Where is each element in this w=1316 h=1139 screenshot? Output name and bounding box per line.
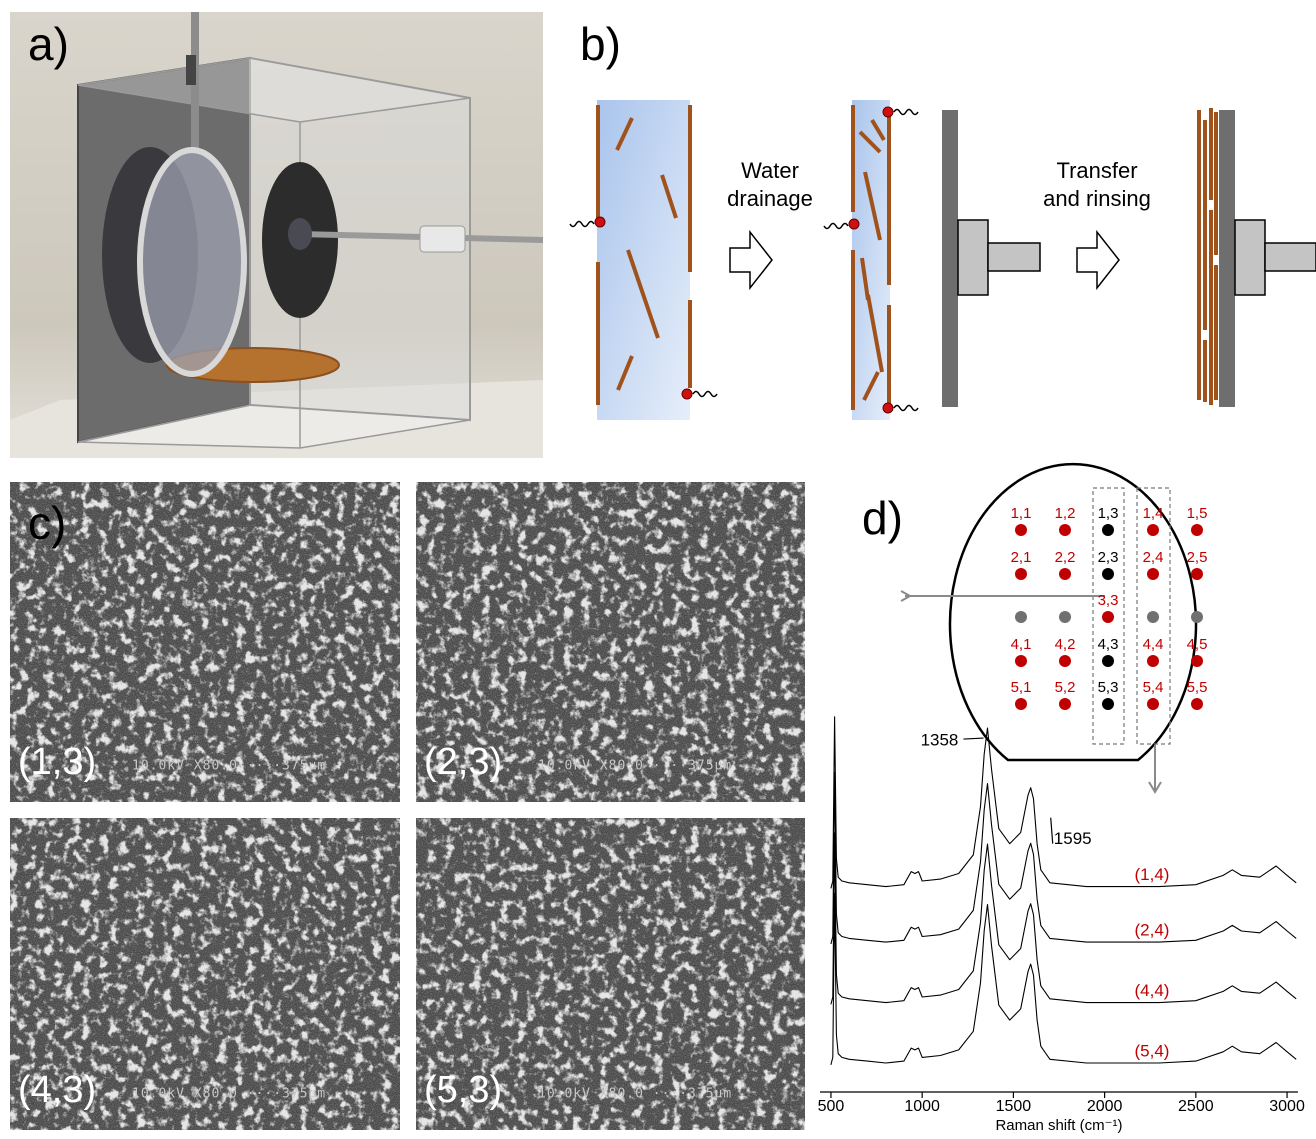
peak-annotation: 1595 [1054, 829, 1092, 848]
sem-image: (4,3) 10.0kV X80.0 ····375μm [10, 818, 400, 1130]
annotation-leader [1051, 818, 1053, 844]
point-label: 5,1 [1011, 679, 1032, 696]
measurement-point [1102, 698, 1114, 710]
point-label: 2,5 [1187, 549, 1208, 566]
measurement-point [1191, 655, 1203, 667]
page: { "panel_labels": ["a)", "b)", "c)", "d)… [0, 0, 1316, 1139]
point-label: 4,5 [1187, 636, 1208, 653]
measurement-point [1102, 524, 1114, 536]
measurement-point [1015, 568, 1027, 580]
measurement-point [1059, 698, 1071, 710]
step-label: drainage [727, 186, 813, 211]
point-label: 5,3 [1098, 679, 1119, 696]
sem-caption: 10.0kV X80.0 ····375μm [132, 759, 326, 774]
x-tick-label: 1000 [904, 1098, 940, 1115]
point-label: 5,4 [1143, 679, 1164, 696]
sem-caption: 10.0kV X80.0 ····375μm [132, 1087, 326, 1102]
x-tick-label: 500 [818, 1098, 845, 1115]
x-axis-title: Raman shift (cm⁻¹) [995, 1117, 1122, 1134]
measurement-point [1102, 611, 1114, 623]
point-label: 1,1 [1011, 505, 1032, 522]
measurement-point [1015, 655, 1027, 667]
apparatus-photo [10, 12, 543, 458]
measurement-point [1102, 655, 1114, 667]
series-label: (1,4) [1135, 865, 1170, 884]
panel-label: a) [28, 18, 69, 70]
sem-caption: 10.0kV X80.0 ····375μm [538, 759, 732, 774]
panel-label: b) [580, 18, 621, 70]
series-label: (2,4) [1135, 920, 1170, 939]
step-label: Transfer [1056, 158, 1137, 183]
annotation-leader [963, 738, 983, 739]
measurement-point [1191, 524, 1203, 536]
measurement-point [1147, 698, 1159, 710]
point-label: 2,1 [1011, 549, 1032, 566]
measurement-point [1191, 698, 1203, 710]
point-label: 1,3 [1098, 505, 1119, 522]
point-label: 4,2 [1055, 636, 1076, 653]
measurement-point [1059, 611, 1071, 623]
step-label: and rinsing [1043, 186, 1151, 211]
point-label: 5,5 [1187, 679, 1208, 696]
measurement-point [1015, 524, 1027, 536]
point-label: 2,2 [1055, 549, 1076, 566]
panel-label: d) [862, 492, 903, 544]
point-label: 4,1 [1011, 636, 1032, 653]
sem-images: (1,3) 10.0kV X80.0 ····375μm (2,3) 10.0kV X… [10, 482, 805, 1130]
point-label: 3,3 [1098, 592, 1119, 609]
point-label: 1,2 [1055, 505, 1076, 522]
point-label: 4,3 [1098, 636, 1119, 653]
measurement-point [1191, 568, 1203, 580]
point-label: 5,2 [1055, 679, 1076, 696]
x-tick-label: 2000 [1087, 1098, 1123, 1115]
measurement-point [1059, 524, 1071, 536]
point-label: 1,4 [1143, 505, 1164, 522]
sem-label: (5,3) [424, 1069, 502, 1111]
point-label: 1,5 [1187, 505, 1208, 522]
sem-label: (1,3) [18, 741, 96, 783]
measurement-point [1015, 611, 1027, 623]
sem-image: (1,3) 10.0kV X80.0 ····375μm [10, 482, 400, 802]
raman-chart: 500 1000 1500 2000 2500 3000 (1,4) (2,4) (4,4) (5… [818, 717, 1305, 1115]
panel-label: c) [28, 497, 66, 549]
measurement-point [1147, 524, 1159, 536]
point-label: 4,4 [1143, 636, 1164, 653]
measurement-point [1102, 568, 1114, 580]
measurement-point [1059, 655, 1071, 667]
sem-image: (2,3) 10.0kV X80.0 ····375μm [416, 482, 805, 802]
sem-image: (5,3) 10.0kV X80.0 ····375μm [416, 818, 805, 1130]
x-tick-label: 1500 [996, 1098, 1032, 1115]
point-label: 2,3 [1098, 549, 1119, 566]
measurement-point [1147, 611, 1159, 623]
sem-caption: 10.0kV X80.0 ····375μm [538, 1087, 732, 1102]
measurement-point [1147, 568, 1159, 580]
measurement-point [1147, 655, 1159, 667]
measurement-point [1015, 698, 1027, 710]
x-tick-label: 2500 [1178, 1098, 1214, 1115]
x-tick-label: 3000 [1269, 1098, 1305, 1115]
sem-label: (4,3) [18, 1069, 96, 1111]
series-label: (4,4) [1135, 981, 1170, 1000]
sem-label: (2,3) [424, 741, 502, 783]
spectrum [831, 893, 1296, 1065]
figure: a) [0, 0, 1316, 1139]
measurement-point [1191, 611, 1203, 623]
spectrum [831, 772, 1296, 944]
series-label: (5,4) [1135, 1041, 1170, 1060]
schematic [570, 100, 1316, 420]
peak-annotation: 1358 [921, 731, 959, 750]
measurement-point [1059, 568, 1071, 580]
step-label: Water [741, 158, 799, 183]
spectrum [831, 833, 1296, 1005]
point-label: 2,4 [1143, 549, 1164, 566]
